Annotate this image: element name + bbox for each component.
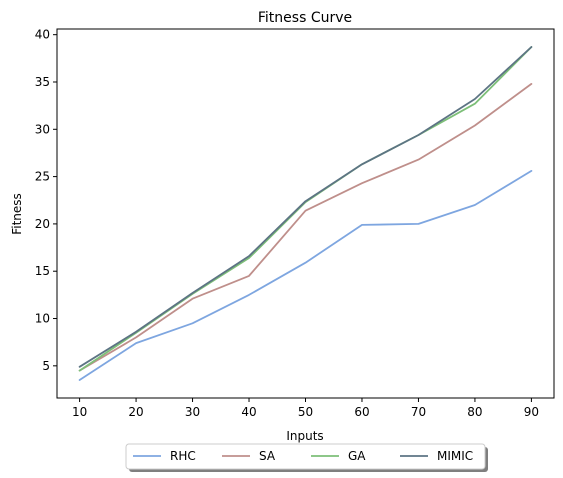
x-tick-label: 10 [72, 405, 87, 419]
x-tick-label: 30 [185, 405, 200, 419]
y-axis: 5 10 15 20 25 30 35 40 [35, 28, 57, 373]
plot-area [56, 28, 555, 399]
y-tick-label: 10 [35, 312, 50, 326]
y-tick-label: 25 [35, 170, 50, 184]
x-tick-label: 50 [298, 405, 313, 419]
y-tick-label: 40 [35, 28, 50, 42]
chart-title: Fitness Curve [258, 10, 352, 26]
legend-label: MIMIC [437, 449, 473, 463]
y-tick-label: 35 [35, 75, 50, 89]
legend-box [125, 443, 486, 470]
y-axis-label: Fitness [10, 193, 24, 235]
legend-item-rhc: RHC [133, 449, 196, 463]
x-tick-label: 60 [354, 405, 369, 419]
legend-label: GA [348, 449, 366, 463]
y-tick-label: 5 [42, 359, 50, 373]
series-line-rhc [78, 169, 533, 381]
series-line-mimic [78, 46, 533, 368]
series-line-sa [78, 83, 533, 372]
x-axis-label: Inputs [286, 429, 323, 443]
series-layer [78, 46, 533, 381]
x-tick-label: 90 [524, 405, 539, 419]
y-tick-label: 15 [35, 264, 50, 278]
y-tick-label: 30 [35, 122, 50, 136]
legend-item-ga: GA [311, 449, 366, 463]
legend-label: RHC [170, 449, 196, 463]
legend-items: RHC SA GA MIMIC [133, 449, 473, 463]
legend-item-mimic: MIMIC [400, 449, 473, 463]
x-axis: 10 20 30 40 50 60 70 80 90 [72, 398, 539, 419]
legend-label: SA [259, 449, 276, 463]
x-tick-label: 40 [241, 405, 256, 419]
x-tick-label: 70 [411, 405, 426, 419]
legend: RHC SA GA MIMIC [125, 443, 488, 472]
y-tick-label: 20 [35, 217, 50, 231]
legend-item-sa: SA [222, 449, 276, 463]
x-tick-label: 20 [128, 405, 143, 419]
plot-frame [56, 28, 555, 399]
x-tick-label: 80 [467, 405, 482, 419]
